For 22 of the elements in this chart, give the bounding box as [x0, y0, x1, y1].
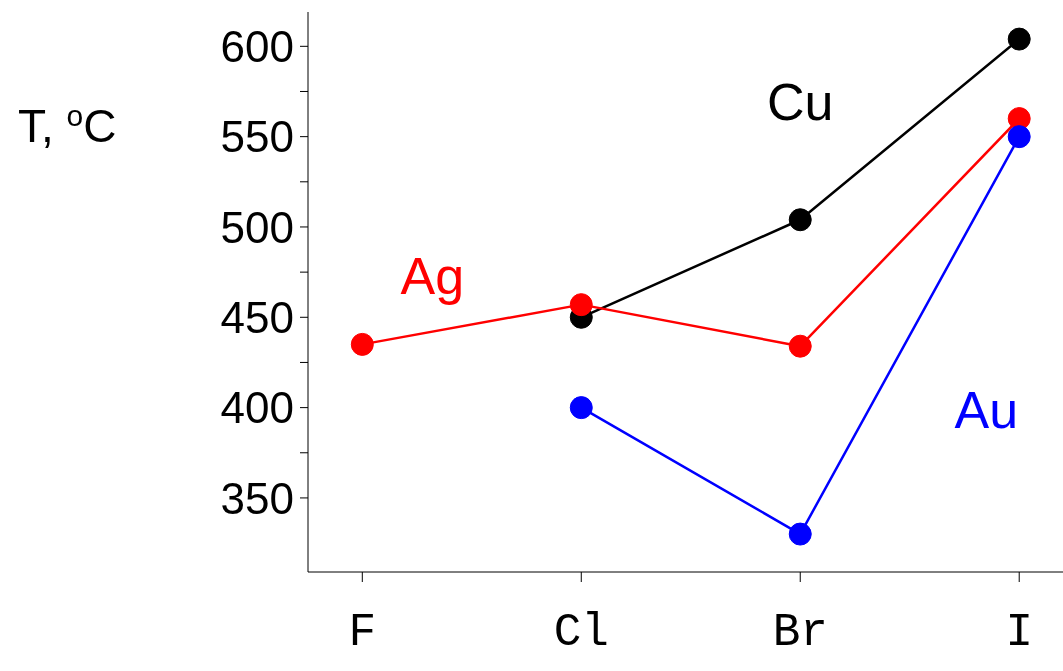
point	[1007, 27, 1031, 51]
x-tick-label: I	[1005, 606, 1034, 659]
point	[1007, 125, 1031, 149]
series-label: Ag	[400, 246, 465, 305]
y-tick-label: 500	[220, 202, 294, 252]
series-label: Cu	[767, 73, 834, 132]
series-label: Au	[954, 381, 1019, 440]
point	[350, 332, 374, 356]
x-tick-label: Cl	[553, 606, 609, 659]
y-axis-title: T, $^{o}$C	[18, 98, 117, 152]
point	[569, 396, 593, 420]
point	[788, 334, 812, 358]
y-tick-label: 550	[220, 112, 294, 162]
x-tick-label: F	[348, 606, 377, 659]
x-tick-label: Br	[772, 606, 828, 659]
y-tick-label: 450	[220, 292, 294, 342]
y-tick-label: 400	[220, 383, 294, 433]
y-tick-label: 350	[220, 473, 294, 523]
y-tick-label: 600	[220, 21, 294, 71]
point	[788, 522, 812, 546]
point	[569, 293, 593, 317]
point	[788, 208, 812, 232]
